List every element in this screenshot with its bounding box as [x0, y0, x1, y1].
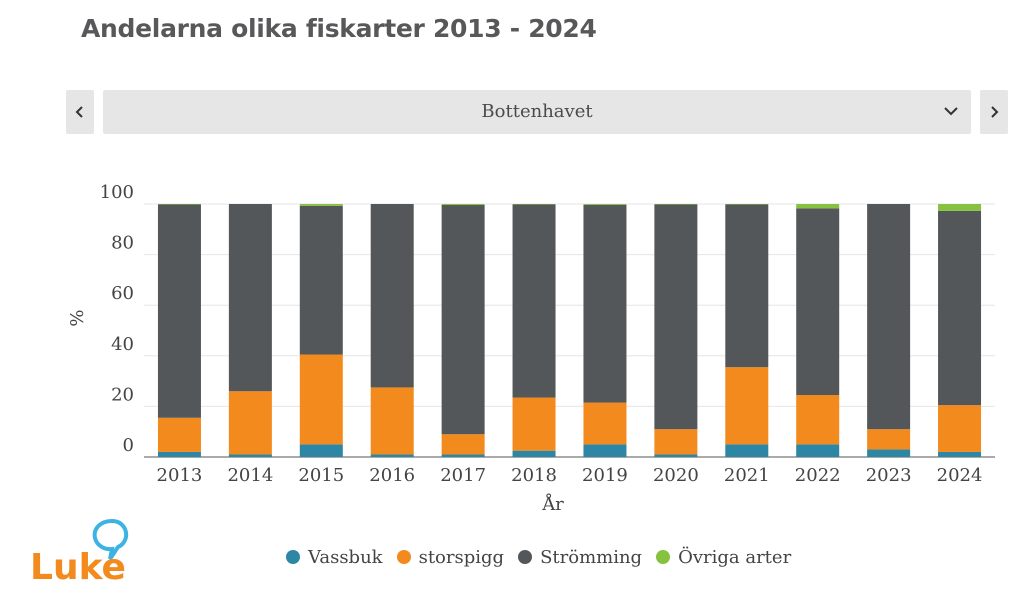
- chart-title: Andelarna olika fiskarter 2013 - 2024: [81, 14, 597, 43]
- bar-segment-övriga-arter-2013[interactable]: [157, 204, 201, 205]
- legend: Vassbuk storspigg Strömming Övriga arter: [286, 545, 791, 569]
- bar-segment-storspigg-2023[interactable]: [867, 429, 911, 450]
- legend-item[interactable]: Vassbuk: [286, 547, 383, 568]
- bar-segment-vassbuk-2020[interactable]: [654, 454, 698, 457]
- bar-segment-vassbuk-2024[interactable]: [938, 451, 982, 457]
- chevron-left-icon: [75, 106, 83, 118]
- legend-item[interactable]: Övriga arter: [656, 547, 791, 568]
- bar-segment-strömming-2015[interactable]: [299, 205, 343, 355]
- bar-segment-strömming-2022[interactable]: [796, 208, 840, 396]
- legend-label: Vassbuk: [308, 546, 383, 568]
- bar-segment-vassbuk-2023[interactable]: [867, 449, 911, 457]
- logo-text: Luke: [30, 547, 126, 585]
- legend-label: storspigg: [418, 546, 505, 568]
- bar-segment-övriga-arter-2020[interactable]: [654, 204, 698, 205]
- bar-segment-storspigg-2024[interactable]: [938, 405, 982, 452]
- x-tick-label: 2021: [724, 465, 770, 486]
- x-tick-label: 2015: [298, 465, 344, 486]
- previous-button[interactable]: [66, 90, 94, 134]
- bar-segment-vassbuk-2018[interactable]: [512, 450, 556, 457]
- legend-marker: [286, 550, 300, 564]
- x-tick-label: 2022: [795, 465, 841, 486]
- bar-segment-strömming-2014[interactable]: [228, 204, 272, 392]
- bar-segment-övriga-arter-2017[interactable]: [441, 204, 485, 206]
- bar-segment-övriga-arter-2022[interactable]: [796, 204, 840, 209]
- legend-item[interactable]: storspigg: [396, 546, 505, 568]
- bar-segment-vassbuk-2015[interactable]: [299, 444, 343, 457]
- bar-segment-storspigg-2016[interactable]: [370, 387, 414, 455]
- grid-lines: [144, 203, 995, 458]
- y-tick-label: 80: [111, 233, 134, 254]
- chevron-right-icon: [991, 106, 999, 118]
- bar-segment-storspigg-2022[interactable]: [796, 395, 840, 445]
- y-tick-label: 0: [123, 435, 134, 456]
- bar-segment-storspigg-2017[interactable]: [441, 434, 485, 455]
- area-select-value: Bottenhavet: [481, 101, 593, 122]
- bar-segment-strömming-2013[interactable]: [157, 204, 201, 418]
- legend-label: Strömming: [540, 546, 643, 568]
- chevron-down-icon: [944, 107, 958, 116]
- bar-segment-storspigg-2014[interactable]: [228, 391, 272, 455]
- x-tick-labels: 2013 2014 2015 2016 2017 2018 2019 2020 2021 2022…: [157, 465, 983, 486]
- bar-segment-storspigg-2021[interactable]: [725, 367, 769, 445]
- x-tick-label: 2020: [653, 465, 699, 486]
- legend-item[interactable]: Strömming: [518, 547, 642, 568]
- bar-segment-vassbuk-2016[interactable]: [370, 454, 414, 457]
- logo-leaf-icon: [92, 518, 129, 561]
- x-tick-label: 2019: [582, 465, 628, 486]
- bar-segment-vassbuk-2013[interactable]: [157, 451, 201, 457]
- bar-segment-övriga-arter-2015[interactable]: [299, 204, 343, 206]
- x-tick-label: 2024: [937, 465, 983, 486]
- bar-segment-vassbuk-2017[interactable]: [441, 454, 485, 457]
- y-tick-labels: 0 20 40 60 80 100: [100, 182, 134, 456]
- y-tick-label: 20: [111, 384, 134, 405]
- bar-segment-strömming-2020[interactable]: [654, 204, 698, 430]
- bar-segment-övriga-arter-2024[interactable]: [938, 204, 982, 211]
- x-tick-label: 2018: [511, 465, 557, 486]
- x-tick-label: 2014: [227, 465, 273, 486]
- legend-marker: [656, 550, 671, 564]
- bar-segment-storspigg-2020[interactable]: [654, 429, 698, 455]
- bars: [157, 204, 982, 457]
- bar-segment-övriga-arter-2021[interactable]: [725, 204, 769, 205]
- bar-segment-vassbuk-2014[interactable]: [228, 454, 272, 457]
- x-tick-label: 2023: [866, 465, 912, 486]
- luke-logo: Luke: [30, 518, 129, 585]
- y-axis-label: %: [67, 309, 88, 326]
- next-button[interactable]: [980, 90, 1008, 134]
- bar-segment-övriga-arter-2018[interactable]: [512, 204, 556, 205]
- bar-segment-vassbuk-2021[interactable]: [725, 444, 769, 457]
- bar-segment-strömming-2023[interactable]: [867, 204, 911, 430]
- bar-segment-storspigg-2018[interactable]: [512, 397, 556, 451]
- x-tick-label: 2016: [369, 465, 415, 486]
- bar-segment-storspigg-2013[interactable]: [157, 417, 201, 452]
- bar-segment-vassbuk-2022[interactable]: [796, 444, 840, 457]
- bar-segment-strömming-2018[interactable]: [512, 204, 556, 398]
- area-select[interactable]: Bottenhavet: [103, 90, 971, 134]
- legend-label: Övriga arter: [678, 546, 792, 568]
- x-axis-label: År: [541, 493, 564, 515]
- legend-marker: [518, 550, 533, 564]
- legend-marker: [396, 550, 411, 564]
- bar-segment-övriga-arter-2019[interactable]: [583, 204, 627, 205]
- x-tick-label: 2013: [157, 465, 203, 486]
- bar-segment-storspigg-2019[interactable]: [583, 402, 627, 445]
- y-tick-label: 40: [111, 334, 134, 355]
- y-tick-label: 60: [111, 283, 134, 304]
- bar-segment-strömming-2016[interactable]: [370, 204, 414, 388]
- bar-segment-strömming-2021[interactable]: [725, 204, 769, 368]
- bar-segment-strömming-2017[interactable]: [441, 205, 485, 435]
- bar-segment-strömming-2019[interactable]: [583, 204, 627, 403]
- y-tick-label: 100: [100, 182, 134, 203]
- bar-segment-storspigg-2015[interactable]: [299, 354, 343, 445]
- x-tick-label: 2017: [440, 465, 486, 486]
- bar-segment-vassbuk-2019[interactable]: [583, 444, 627, 457]
- bar-segment-strömming-2024[interactable]: [938, 210, 982, 406]
